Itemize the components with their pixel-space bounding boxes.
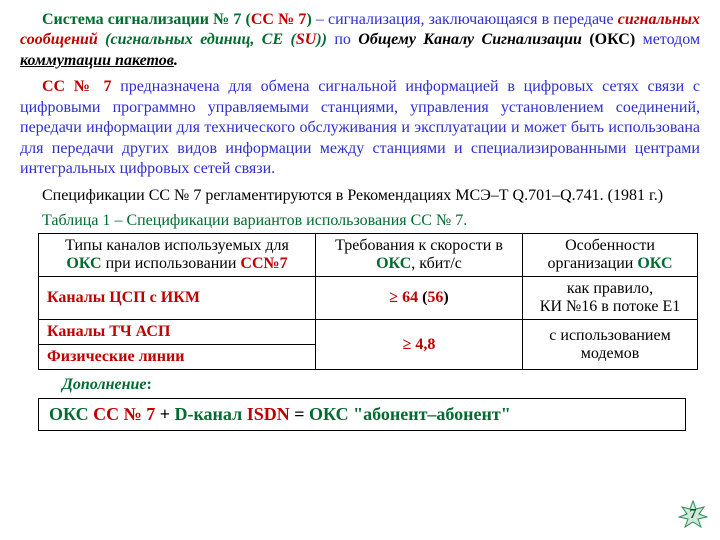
table-row: Каналы ЦСП с ИКМ ≥ 64 (56) как правило, … [39, 277, 698, 320]
paragraph-2: СС № 7 предназначена для обмена сигнальн… [20, 77, 700, 179]
th1-d: СС№7 [240, 255, 287, 272]
r1c3b: КИ №16 в потоке Е1 [540, 298, 680, 315]
paragraph-3: Спецификации СС № 7 регламентируются в Р… [20, 186, 700, 206]
p1-paren1: ( [98, 31, 111, 48]
r23c3a: с использованием [549, 327, 670, 344]
page-number-badge: 7 [678, 500, 708, 530]
th1-c: при использовании [102, 255, 241, 272]
r2c1: Каналы ТЧ АСП [39, 320, 316, 345]
box-d: D-канал [174, 404, 246, 424]
addendum-line: Дополнение: [62, 376, 700, 394]
r1c2d: ) [443, 289, 448, 306]
r1c3a: как правило, [567, 280, 653, 297]
addendum-label: Дополнение [62, 376, 147, 393]
table-header-row: Типы каналов используемых для ОКС при ис… [39, 234, 698, 277]
p1-oks-full: Общему Каналу Сигнализации [358, 31, 582, 48]
p1-dash: – сигнализация, заключающаяся в передаче [312, 11, 618, 28]
box-f: = [290, 404, 309, 424]
p1-abbr: СС № 7 [251, 11, 307, 28]
r1c2b: ( [418, 289, 427, 306]
p1-oks-abbr: (ОКС) [582, 31, 635, 48]
p1-method: методом [635, 31, 700, 48]
p1-su: SU [296, 31, 316, 48]
addendum-colon: : [147, 376, 152, 393]
box-b: СС № 7 [93, 404, 155, 424]
r23c3b: модемов [581, 345, 640, 362]
th-3: Особенности организации ОКС [523, 234, 698, 277]
caption-num: Таблица 1 [42, 212, 110, 229]
p1-dot: . [174, 52, 178, 69]
caption-text: – Спецификации вариантов использования С… [110, 212, 467, 229]
r1c1: Каналы ЦСП с ИКМ [39, 277, 316, 320]
r1c2a: ≥ 64 [389, 289, 418, 306]
r23c3: с использованием модемов [523, 320, 698, 370]
th2-b: ОКС [376, 255, 411, 272]
th1-b: ОКС [66, 255, 101, 272]
p1-by: по [327, 31, 358, 48]
p1-paren3: )) [316, 31, 327, 48]
p2-rest: предназначена для обмена сигнальной инфо… [20, 78, 700, 177]
r1c2c: 56 [427, 289, 443, 306]
box-g: ОКС "абонент–абонент" [309, 404, 511, 424]
spec-table: Типы каналов используемых для ОКС при ис… [38, 233, 698, 370]
r1c3: как правило, КИ №16 в потоке Е1 [523, 277, 698, 320]
table-caption: Таблица 1 – Спецификации вариантов испол… [42, 212, 700, 230]
box-a: ОКС [49, 404, 93, 424]
r23c2: ≥ 4,8 [316, 320, 523, 370]
paragraph-1: Система сигнализации № 7 (СС № 7) – сигн… [20, 10, 700, 71]
r3c1: Физические линии [39, 345, 316, 370]
p1-paren2: ( [283, 31, 296, 48]
summary-box: ОКС СС № 7 + D-канал ISDN = ОКС "абонент… [38, 398, 686, 431]
th3-b: ОКС [637, 255, 672, 272]
th1-a: Типы каналов используемых для [65, 237, 289, 254]
page-number: 7 [690, 507, 697, 523]
table-row: Каналы ТЧ АСП ≥ 4,8 с использованием мод… [39, 320, 698, 345]
p1-green-term: сигнальных единиц, СЕ [111, 31, 284, 48]
th-2: Требования к скорости в ОКС, кбит/с [316, 234, 523, 277]
th2-a: Требования к скорости в [335, 237, 503, 254]
th-1: Типы каналов используемых для ОКС при ис… [39, 234, 316, 277]
box-c: + [155, 404, 174, 424]
p2-lead: СС № 7 [42, 78, 111, 95]
p1-term: Система сигнализации № 7 ( [42, 11, 251, 28]
r1c2: ≥ 64 (56) [316, 277, 523, 320]
p1-commut: коммутации пакетов [20, 52, 174, 69]
th2-c: , кбит/с [411, 255, 462, 272]
box-e: ISDN [247, 404, 290, 424]
